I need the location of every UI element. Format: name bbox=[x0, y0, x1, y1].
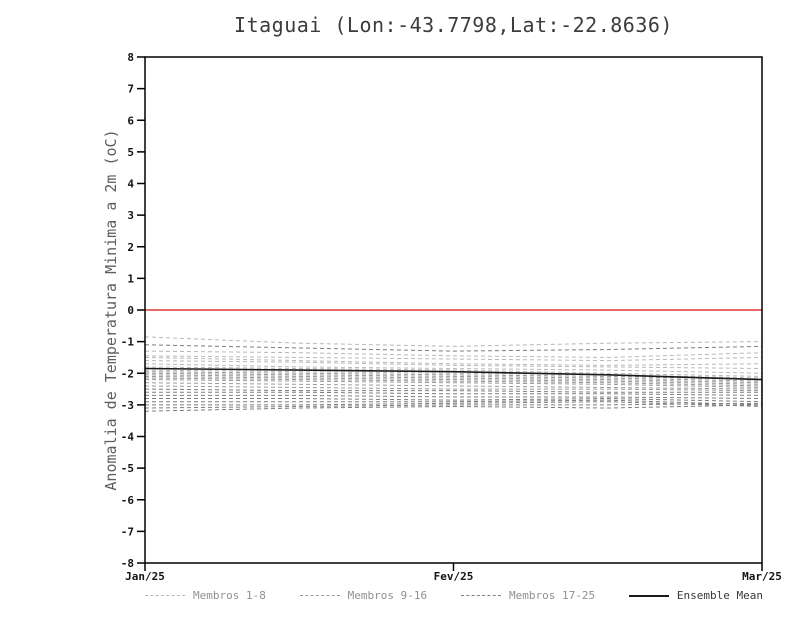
x-tick-label: Fev/25 bbox=[434, 570, 474, 583]
ensemble-member-line bbox=[144, 385, 763, 392]
ensemble-member-line bbox=[144, 366, 763, 377]
legend-item: Ensemble Mean bbox=[628, 589, 763, 602]
ensemble-member-line bbox=[144, 375, 763, 385]
y-tick-label: -8 bbox=[121, 557, 134, 570]
ensemble-member-line bbox=[144, 356, 763, 366]
y-tick-label: 0 bbox=[127, 304, 134, 317]
y-tick-label: 2 bbox=[127, 241, 134, 254]
y-tick-label: 7 bbox=[127, 83, 134, 96]
ensemble-member-line bbox=[145, 398, 763, 403]
ensemble-member-line bbox=[144, 404, 763, 412]
ensemble-member-line bbox=[144, 402, 763, 409]
y-tick-label: 4 bbox=[127, 178, 134, 191]
y-tick-label: 6 bbox=[127, 114, 134, 127]
y-tick-label: -3 bbox=[121, 399, 134, 412]
chart-title: Itaguai (Lon:-43.7798,Lat:-22.8636) bbox=[234, 13, 673, 37]
ensemble-member-line bbox=[144, 374, 763, 384]
legend-label: Ensemble Mean bbox=[676, 589, 763, 602]
legend-label: Membros 17-25 bbox=[508, 589, 596, 602]
legend-label: Membros 9-16 bbox=[347, 589, 428, 602]
y-tick-label: -6 bbox=[121, 494, 135, 507]
y-tick-label: 1 bbox=[127, 272, 134, 285]
ensemble-member-line bbox=[145, 394, 763, 400]
ensemble-member-line bbox=[144, 382, 763, 390]
legend: Membros 1-8 Membros 9-16 Membros 17-25 Ense… bbox=[145, 589, 763, 602]
legend-dashed-line-sample bbox=[145, 595, 185, 596]
y-tick-label: 3 bbox=[127, 209, 134, 222]
y-tick-label: 5 bbox=[127, 146, 134, 159]
ensemble-member-line bbox=[144, 360, 763, 370]
y-tick-label: -5 bbox=[121, 462, 134, 475]
y-tick-label: -7 bbox=[121, 525, 134, 538]
ensemble-member-line bbox=[144, 363, 763, 374]
y-tick-label: 8 bbox=[127, 51, 134, 64]
y-tick-label: -2 bbox=[121, 367, 134, 380]
legend-item: Membros 17-25 bbox=[460, 589, 596, 602]
ensemble-member-line bbox=[144, 336, 763, 347]
ensemble-member-line bbox=[144, 355, 763, 362]
legend-item: Membros 9-16 bbox=[299, 589, 428, 602]
ensemble-member-line bbox=[145, 391, 763, 396]
x-tick-label: Jan/25 bbox=[125, 570, 165, 583]
legend-item: Membros 1-8 bbox=[145, 589, 266, 602]
ensemble-mean-line bbox=[144, 367, 763, 381]
y-tick-label: -1 bbox=[121, 336, 135, 349]
y-axis-label: Anomalia de Temperatura Minima a 2m (oC) bbox=[102, 129, 120, 491]
ensemble-member-line bbox=[144, 350, 763, 358]
x-tick-label: Mar/25 bbox=[742, 570, 782, 583]
ensemble-member-line bbox=[144, 379, 763, 388]
ensemble-member-line bbox=[144, 371, 763, 381]
ensemble-member-line bbox=[144, 377, 763, 387]
legend-solid-line-sample bbox=[628, 594, 669, 597]
ensemble-member-line bbox=[145, 399, 763, 406]
legend-dashed-line-sample bbox=[460, 595, 501, 596]
ensemble-member-line bbox=[144, 388, 762, 393]
legend-label: Membros 1-8 bbox=[193, 589, 266, 602]
legend-dashed-line-sample bbox=[299, 595, 340, 596]
y-tick-label: -4 bbox=[121, 431, 135, 444]
ensemble-member-line bbox=[145, 401, 763, 407]
ensemble-member-line bbox=[144, 372, 763, 382]
ensemble-member-line bbox=[144, 344, 763, 352]
